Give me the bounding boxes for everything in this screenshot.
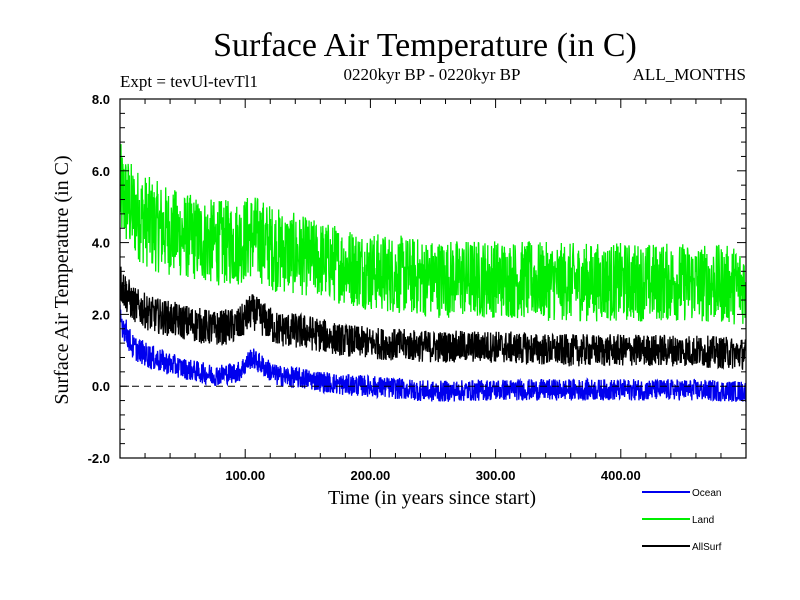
plot-frame — [119, 98, 747, 459]
x-tick-label: 100.00 — [225, 468, 265, 483]
legend: Ocean Land AllSurf — [642, 488, 722, 553]
y-tick-label: 2.0 — [92, 307, 110, 322]
period-label: 0220kyr BP - 0220kyr BP — [344, 65, 521, 84]
series-line-ocean — [120, 304, 746, 402]
axes: 100.00 200.00 300.00 400.00 -2.0 0.0 2.0 4.0 6.0… — [88, 92, 747, 483]
y-tick-label: -2.0 — [88, 451, 110, 466]
series-line-allsurf — [120, 266, 746, 370]
y-tick-label: 4.0 — [92, 236, 110, 251]
legend-label-ocean: Ocean — [692, 488, 721, 499]
legend-label-land: Land — [692, 515, 714, 526]
y-tick-label: 6.0 — [92, 164, 110, 179]
chart-title: Surface Air Temperature (in C) — [213, 27, 637, 64]
months-label: ALL_MONTHS — [633, 65, 746, 84]
y-tick-label: 8.0 — [92, 92, 110, 107]
y-axis-label: Surface Air Temperature (in C) — [51, 155, 73, 404]
expt-label: Expt = tevUl-tevTl1 — [120, 72, 258, 91]
x-tick-label: 300.00 — [476, 468, 516, 483]
x-tick-label: 200.00 — [351, 468, 391, 483]
x-tick-label: 400.00 — [601, 468, 641, 483]
legend-label-allsurf: AllSurf — [692, 542, 722, 553]
x-axis-label: Time (in years since start) — [328, 487, 536, 509]
series-line-land — [120, 144, 746, 325]
plot-area — [120, 144, 746, 402]
y-tick-label: 0.0 — [92, 379, 110, 394]
